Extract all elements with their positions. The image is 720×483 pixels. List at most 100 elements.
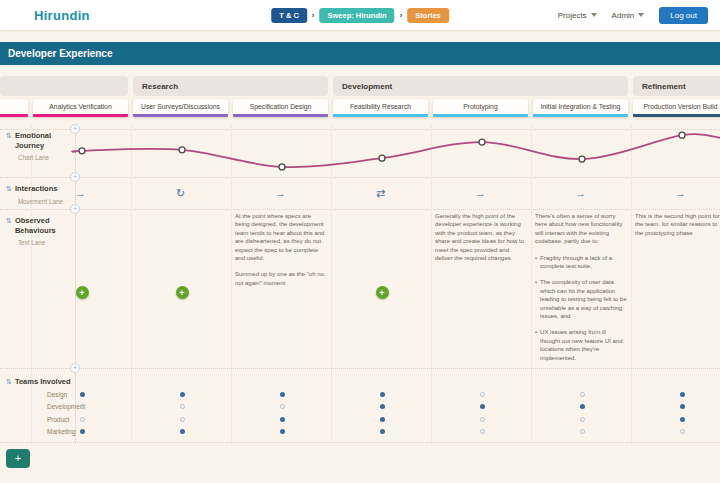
team-dot[interactable] (580, 429, 585, 434)
cycle-icon[interactable]: ↻ (133, 186, 228, 200)
board-title: Developer Experience (8, 48, 113, 59)
column-tab[interactable]: Feasibility Research (333, 99, 428, 117)
column-tab-label: Analytics Verification (49, 103, 111, 110)
team-dot[interactable] (380, 429, 385, 434)
add-note-button[interactable]: + (176, 286, 189, 299)
breadcrumb-separator-icon: › (312, 11, 315, 20)
team-label: Design (47, 391, 67, 398)
team-dot[interactable] (280, 417, 285, 422)
behaviour-note[interactable]: This is the second high point for the te… (635, 212, 720, 245)
arrow-right-icon[interactable]: → (233, 186, 328, 200)
column-tab[interactable]: Specification Design (233, 99, 328, 117)
breadcrumb-item[interactable]: T & C (271, 8, 307, 23)
team-dot[interactable] (180, 392, 185, 397)
team-dot[interactable] (580, 417, 585, 422)
team-dot[interactable] (180, 404, 185, 409)
behaviour-note[interactable]: There's often a sense of worry here abou… (535, 212, 627, 370)
lane-label-observed-behaviours: ⇅ Observed Behaviours Text Lane (6, 216, 74, 246)
emotion-point[interactable] (579, 156, 585, 162)
column-tab-partial[interactable] (0, 99, 28, 117)
lane-subtitle: Text Lane (18, 239, 74, 246)
bullet-icon: • (535, 328, 537, 362)
lane-label-teams-involved: ⇅ Teams Involved (6, 377, 74, 387)
column-tab[interactable]: Initial Integration & Testing (533, 99, 628, 117)
team-dot[interactable] (680, 417, 685, 422)
arrow-right-icon[interactable]: → (533, 186, 628, 200)
behaviour-note[interactable]: At the point where specs are being desig… (235, 212, 327, 295)
arrow-right-icon[interactable]: → (633, 186, 720, 200)
lane-divider (0, 209, 720, 210)
column-tab-label: Initial Integration & Testing (541, 103, 621, 110)
team-dot[interactable] (580, 392, 585, 397)
emotion-point[interactable] (79, 148, 85, 154)
drag-handle-icon[interactable]: ⇅ (6, 216, 12, 246)
note-bullet: •UX issues arising from ill thought out … (535, 328, 627, 362)
team-dot[interactable] (80, 417, 85, 422)
add-lane-divider-button[interactable]: + (70, 363, 80, 373)
swap-icon[interactable]: ⇄ (333, 186, 428, 200)
column-tab[interactable]: Analytics Verification (33, 99, 128, 117)
nav-projects[interactable]: Projects (558, 11, 597, 20)
team-dot[interactable] (180, 417, 185, 422)
chevron-down-icon (638, 13, 644, 17)
breadcrumb-item[interactable]: Stories (407, 8, 448, 23)
stage-group-label: Research (142, 82, 178, 91)
add-lane-button[interactable]: + (6, 449, 30, 468)
behaviour-note[interactable]: Generally the high point of the develope… (435, 212, 527, 270)
team-dot[interactable] (280, 404, 285, 409)
team-dot[interactable] (380, 417, 385, 422)
team-dot[interactable] (480, 404, 485, 409)
add-lane-divider-button[interactable]: + (70, 124, 80, 134)
stage-group-refinement: Refinement (633, 76, 720, 96)
team-dot[interactable] (380, 404, 385, 409)
add-note-button[interactable]: + (376, 286, 389, 299)
emotion-point[interactable] (479, 139, 485, 145)
breadcrumb-item[interactable]: Sweep: Hirundin (319, 8, 394, 23)
column-tab[interactable]: User Surveys/Discussions (133, 99, 228, 117)
nav-label: Projects (558, 11, 587, 20)
add-lane-divider-button[interactable]: + (70, 172, 80, 182)
team-dot[interactable] (680, 392, 685, 397)
team-dot[interactable] (380, 392, 385, 397)
lane-title: Observed Behaviours (15, 216, 74, 235)
board-canvas: ⇅ Emotional Journey Chart Lane ⇅ Interac… (0, 0, 720, 483)
team-row-development: Development (0, 402, 720, 412)
stage-group-label: Refinement (642, 82, 686, 91)
column-tab-label: Prototyping (463, 103, 497, 110)
column-tab-label: Specification Design (250, 103, 312, 110)
team-dot[interactable] (480, 417, 485, 422)
team-dot[interactable] (280, 392, 285, 397)
app-logo[interactable]: Hirundin (34, 8, 90, 23)
team-dot[interactable] (580, 404, 585, 409)
note-paragraph: Generally the high point of the develope… (435, 212, 527, 262)
nav-admin[interactable]: Admin (612, 11, 645, 20)
emotion-point[interactable] (179, 147, 185, 153)
column-tab[interactable]: Production Version Build (633, 99, 720, 117)
logout-button[interactable]: Log out (659, 7, 708, 24)
team-dot[interactable] (80, 429, 85, 434)
board-title-banner: Developer Experience (0, 42, 720, 65)
column-tab-label: Production Version Build (643, 103, 717, 110)
team-dot[interactable] (80, 404, 85, 409)
drag-handle-icon[interactable]: ⇅ (6, 184, 12, 205)
emotion-point[interactable] (679, 132, 685, 138)
team-dot[interactable] (180, 429, 185, 434)
column-tab[interactable]: Prototyping (433, 99, 528, 117)
emotion-point[interactable] (379, 155, 385, 161)
team-dot[interactable] (680, 429, 685, 434)
lane-subtitle: Movement Lane (18, 198, 63, 205)
add-lane-divider-button[interactable]: + (70, 204, 80, 214)
drag-handle-icon[interactable]: ⇅ (6, 377, 12, 387)
arrow-right-icon[interactable]: → (433, 186, 528, 200)
team-dot[interactable] (480, 392, 485, 397)
team-dot[interactable] (480, 429, 485, 434)
team-dot[interactable] (80, 392, 85, 397)
note-bullet: •The complexity of user data which can h… (535, 278, 627, 320)
add-note-button[interactable]: + (76, 286, 89, 299)
emotion-point[interactable] (279, 164, 285, 170)
chevron-down-icon (591, 13, 597, 17)
team-dot[interactable] (680, 404, 685, 409)
team-row-marketing: Marketing (0, 427, 720, 437)
team-label: Product (47, 416, 69, 423)
team-dot[interactable] (280, 429, 285, 434)
